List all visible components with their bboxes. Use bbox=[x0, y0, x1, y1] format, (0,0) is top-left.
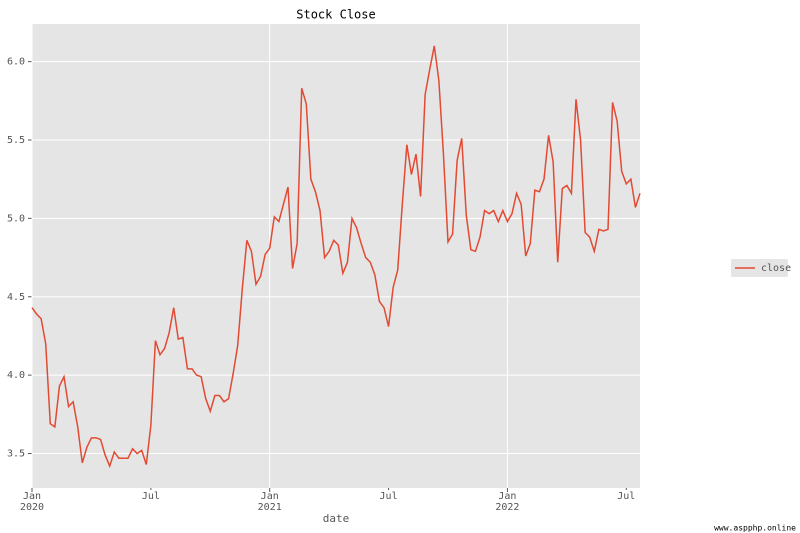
x-tick-label: Jul bbox=[380, 491, 398, 502]
plot-area bbox=[32, 24, 640, 488]
x-tick-label: Jan bbox=[23, 491, 41, 502]
x-tick-year: 2022 bbox=[495, 502, 519, 513]
x-axis-label: date bbox=[323, 512, 350, 525]
x-tick-label: Jan bbox=[261, 491, 279, 502]
x-tick-label: Jul bbox=[142, 491, 160, 502]
y-tick-label: 4.5 bbox=[7, 292, 25, 303]
line bbox=[31, 45, 641, 469]
x-tick-year: 2021 bbox=[258, 502, 282, 513]
y-tick-label: 3.5 bbox=[7, 449, 25, 460]
x-tick-label: Jul bbox=[617, 491, 635, 502]
y-tick-label: 5.5 bbox=[7, 135, 25, 146]
x-tick-label: Jan bbox=[498, 491, 516, 502]
x-tick-year: 2020 bbox=[20, 502, 44, 513]
y-tick-label: 4.0 bbox=[7, 370, 25, 381]
chart-title: Stock Close bbox=[296, 8, 375, 22]
watermark: www.aspphp.online bbox=[714, 524, 796, 533]
legend-label: close bbox=[761, 263, 791, 274]
legend-box bbox=[731, 259, 788, 277]
y-tick-label: 5.0 bbox=[7, 213, 25, 224]
y-tick-label: 6.0 bbox=[7, 57, 25, 68]
